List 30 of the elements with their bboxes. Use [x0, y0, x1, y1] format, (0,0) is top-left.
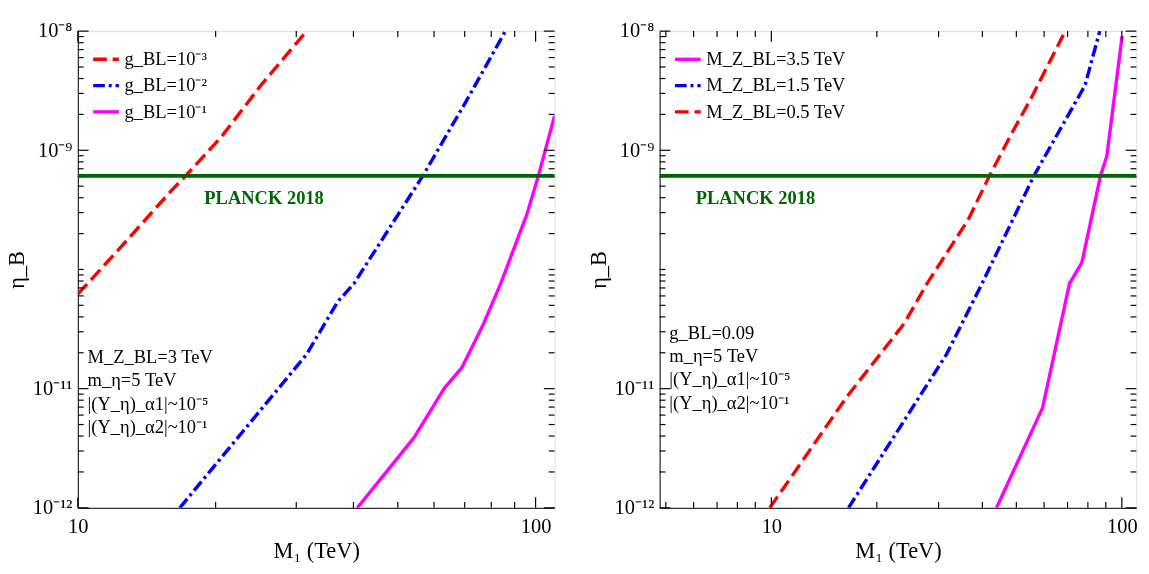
y-tick-label: 10⁻⁹ [37, 138, 73, 161]
annotation: |(Y_η)_α1|~10⁻⁵ [87, 393, 209, 415]
legend-label: g_BL=10⁻¹ [124, 101, 208, 122]
x-axis-title: M₁ (TeV) [273, 537, 360, 563]
x-axis-title: M₁ (TeV) [855, 537, 942, 563]
annotation: |(Y_η)_α1|~10⁻⁵ [669, 369, 791, 391]
x-tick-label: 100 [1107, 514, 1138, 537]
y-tick-label: 10⁻¹¹ [614, 376, 655, 399]
ref-line-label: PLANCK 2018 [695, 188, 816, 209]
y-tick-label: 10⁻⁹ [619, 138, 655, 161]
annotation: m_η=5 TeV [87, 370, 178, 391]
legend-label: g_BL=10⁻³ [124, 49, 208, 70]
annotation: |(Y_η)_α2|~10⁻¹ [669, 392, 790, 414]
legend-label: M_Z_BL=3.5 TeV [706, 49, 847, 70]
annotation: m_η=5 TeV [669, 345, 760, 366]
legend-label: g_BL=10⁻² [124, 75, 208, 96]
y-tick-label: 10⁻¹² [614, 496, 655, 519]
y-axis-title: η_B [4, 251, 30, 289]
x-tick-label: 10 [761, 514, 783, 537]
y-tick-label: 10⁻¹¹ [32, 376, 73, 399]
annotation: M_Z_BL=3 TeV [87, 346, 214, 367]
y-axis-title: η_B [586, 251, 612, 289]
ref-line-label: PLANCK 2018 [204, 188, 324, 209]
annotation: |(Y_η)_α2|~10⁻¹ [87, 416, 208, 438]
legend-label: M_Z_BL=1.5 TeV [706, 75, 847, 96]
y-tick-label: 10⁻⁸ [619, 19, 655, 42]
y-tick-label: 10⁻⁸ [37, 19, 73, 42]
legend-label: M_Z_BL=0.5 TeV [706, 101, 847, 122]
x-tick-label: 100 [520, 514, 552, 537]
annotation: g_BL=0.09 [669, 322, 755, 343]
